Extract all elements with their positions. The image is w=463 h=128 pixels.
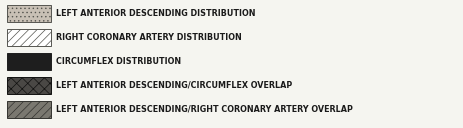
Bar	[7, 77, 51, 94]
Text: RIGHT CORONARY ARTERY DISTRIBUTION: RIGHT CORONARY ARTERY DISTRIBUTION	[56, 33, 241, 42]
Bar	[7, 53, 51, 70]
Bar	[7, 29, 51, 46]
Text: LEFT ANTERIOR DESCENDING/RIGHT CORONARY ARTERY OVERLAP: LEFT ANTERIOR DESCENDING/RIGHT CORONARY …	[56, 105, 352, 114]
Bar	[7, 101, 51, 118]
Text: CIRCUMFLEX DISTRIBUTION: CIRCUMFLEX DISTRIBUTION	[56, 57, 181, 66]
Text: LEFT ANTERIOR DESCENDING DISTRIBUTION: LEFT ANTERIOR DESCENDING DISTRIBUTION	[56, 9, 255, 18]
Text: LEFT ANTERIOR DESCENDING/CIRCUMFLEX OVERLAP: LEFT ANTERIOR DESCENDING/CIRCUMFLEX OVER…	[56, 81, 292, 90]
Bar	[7, 5, 51, 22]
